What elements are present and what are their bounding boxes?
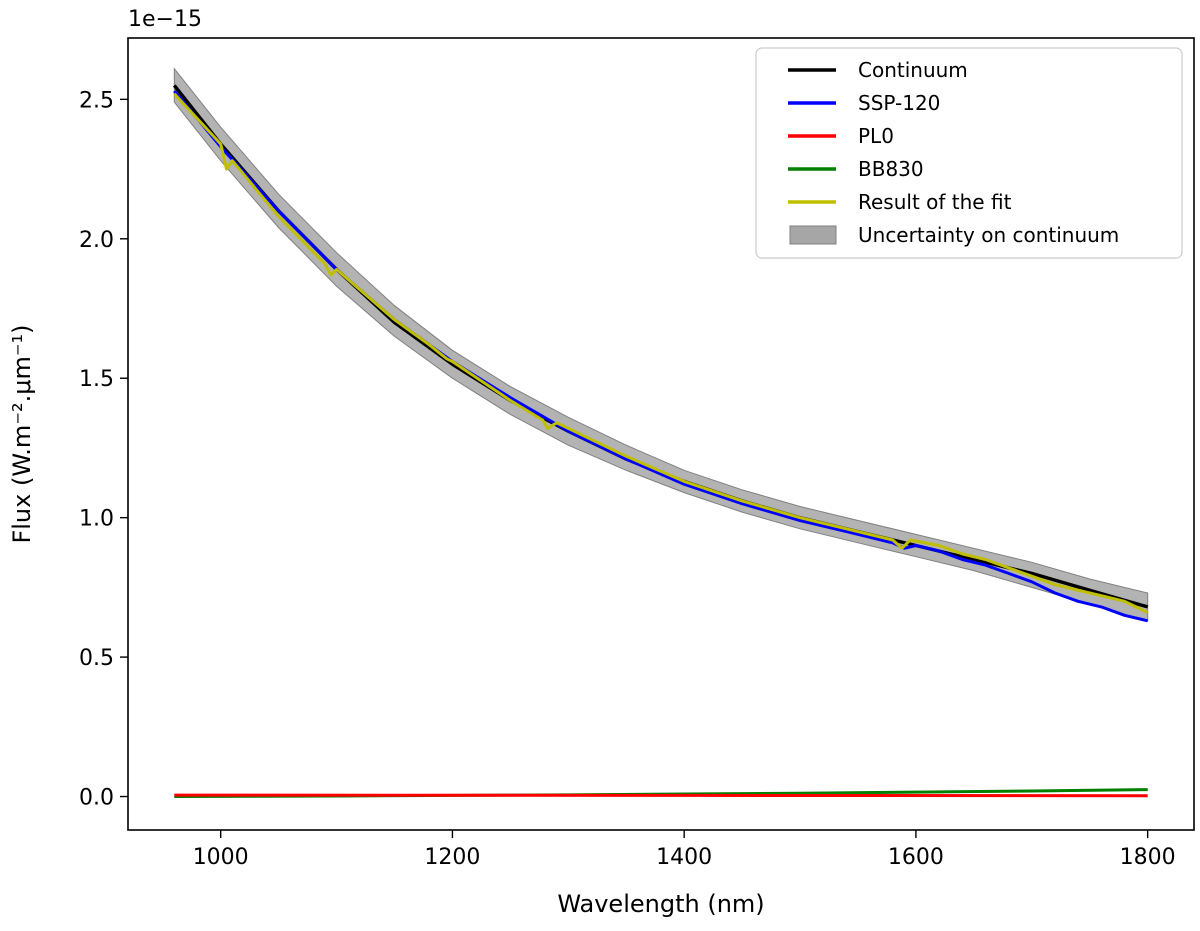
x-axis-ticks: 1000 1200 1400 1600 1800 [193,830,1176,870]
y-tick-label: 0.0 [79,786,114,811]
axes-frame [127,37,1195,831]
x-tick-label: 1200 [424,845,480,870]
x-tick-label: 1600 [888,845,944,870]
x-axis-label: Wavelength (nm) [557,890,764,918]
legend: Continuum SSP-120 PL0 BB830 Result of the fi… [755,47,1183,259]
legend-label-continuum: Continuum [858,58,968,82]
x-tick-label: 1400 [656,845,712,870]
y-tick-label: 2.5 [79,88,114,113]
series-layer [172,84,1149,798]
legend-label-bb830: BB830 [858,157,924,181]
y-tick-label: 2.0 [79,228,114,253]
series-line-pl0 [174,793,1148,798]
series-line-result-of-the-fit [173,92,1149,614]
x-tick-label: 1800 [1120,845,1176,870]
legend-box [755,47,1183,259]
x-tick-label: 1000 [193,845,249,870]
legend-label-uncertainty-on-continuum: Uncertainty on continuum [858,223,1119,247]
y-tick-label: 0.5 [79,646,114,671]
legend-label-result-of-the-fit: Result of the fit [858,190,1012,214]
y-axis-label: Flux (W.m⁻².μm⁻¹) [8,324,36,543]
y-axis-ticks: 0.0 0.5 1.0 1.5 2.0 2.5 [79,88,128,811]
y-tick-label: 1.0 [79,507,114,532]
y-tick-label: 1.5 [79,367,114,392]
legend-label-ssp-120: SSP-120 [858,91,940,115]
legend-swatch-uncertainty-on-continuum [789,225,837,245]
legend-label-pl0: PL0 [858,124,894,148]
offset-text: 1e−15 [128,7,202,32]
